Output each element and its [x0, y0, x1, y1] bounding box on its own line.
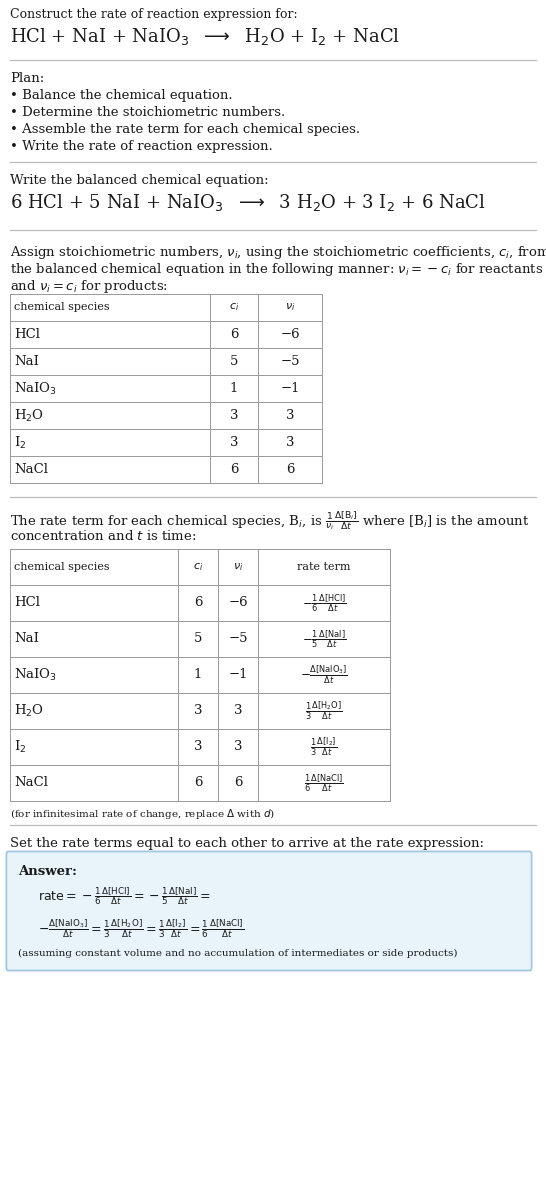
Text: −5: −5	[228, 632, 248, 645]
Text: chemical species: chemical species	[14, 562, 110, 572]
Text: 6: 6	[194, 777, 202, 790]
Text: $c_i$: $c_i$	[229, 301, 239, 313]
Text: Answer:: Answer:	[18, 865, 77, 878]
Text: NaCl: NaCl	[14, 777, 48, 790]
Text: −6: −6	[228, 597, 248, 610]
Text: 5: 5	[194, 632, 202, 645]
Text: $-\frac{1}{5}\frac{\Delta[\mathrm{NaI}]}{\Delta t}$: $-\frac{1}{5}\frac{\Delta[\mathrm{NaI}]}…	[302, 629, 346, 650]
Text: chemical species: chemical species	[14, 302, 110, 312]
Text: (assuming constant volume and no accumulation of intermediates or side products): (assuming constant volume and no accumul…	[18, 949, 458, 958]
Text: 6: 6	[230, 463, 238, 476]
Text: NaI: NaI	[14, 355, 39, 368]
Text: 5: 5	[230, 355, 238, 368]
Text: and $\nu_i = c_i$ for products:: and $\nu_i = c_i$ for products:	[10, 278, 168, 295]
Text: 3: 3	[234, 740, 242, 753]
Text: NaIO$_3$: NaIO$_3$	[14, 381, 57, 396]
Text: 6 HCl + 5 NaI + NaIO$_3$  $\longrightarrow$  3 H$_2$O + 3 I$_2$ + 6 NaCl: 6 HCl + 5 NaI + NaIO$_3$ $\longrightarro…	[10, 192, 486, 213]
Text: Construct the rate of reaction expression for:: Construct the rate of reaction expressio…	[10, 8, 298, 21]
Text: Plan:: Plan:	[10, 72, 44, 85]
Text: HCl + NaI + NaIO$_3$  $\longrightarrow$  H$_2$O + I$_2$ + NaCl: HCl + NaI + NaIO$_3$ $\longrightarrow$ H…	[10, 26, 400, 47]
Text: Set the rate terms equal to each other to arrive at the rate expression:: Set the rate terms equal to each other t…	[10, 837, 484, 850]
Text: 3: 3	[230, 436, 238, 449]
Text: 3: 3	[234, 704, 242, 718]
Text: 6: 6	[194, 597, 202, 610]
Text: $\frac{1}{3}\frac{\Delta[\mathrm{I_2}]}{\Delta t}$: $\frac{1}{3}\frac{\Delta[\mathrm{I_2}]}{…	[311, 735, 337, 758]
Text: 6: 6	[286, 463, 294, 476]
Text: −1: −1	[280, 382, 300, 395]
Text: 1: 1	[194, 669, 202, 682]
Text: $\nu_i$: $\nu_i$	[233, 561, 243, 573]
Text: Assign stoichiometric numbers, $\nu_i$, using the stoichiometric coefficients, $: Assign stoichiometric numbers, $\nu_i$, …	[10, 244, 546, 261]
Text: NaI: NaI	[14, 632, 39, 645]
Text: 3: 3	[194, 704, 202, 718]
Text: −1: −1	[228, 669, 248, 682]
Text: (for infinitesimal rate of change, replace $\Delta$ with $d$): (for infinitesimal rate of change, repla…	[10, 806, 275, 821]
Text: Write the balanced chemical equation:: Write the balanced chemical equation:	[10, 174, 269, 187]
Text: • Write the rate of reaction expression.: • Write the rate of reaction expression.	[10, 140, 273, 153]
Text: HCl: HCl	[14, 329, 40, 342]
Text: 3: 3	[230, 409, 238, 422]
Text: • Determine the stoichiometric numbers.: • Determine the stoichiometric numbers.	[10, 106, 285, 119]
Text: −6: −6	[280, 329, 300, 342]
Text: rate term: rate term	[297, 562, 351, 572]
Text: H$_2$O: H$_2$O	[14, 703, 44, 719]
Text: H$_2$O: H$_2$O	[14, 408, 44, 423]
Text: HCl: HCl	[14, 597, 40, 610]
Text: NaCl: NaCl	[14, 463, 48, 476]
Text: The rate term for each chemical species, B$_i$, is $\frac{1}{\nu_i}\frac{\Delta[: The rate term for each chemical species,…	[10, 509, 530, 533]
Text: $-\frac{\Delta[\mathrm{NaIO}_3]}{\Delta t}$: $-\frac{\Delta[\mathrm{NaIO}_3]}{\Delta …	[300, 664, 348, 687]
Text: 3: 3	[286, 409, 294, 422]
Text: $\nu_i$: $\nu_i$	[285, 301, 295, 313]
Text: 1: 1	[230, 382, 238, 395]
Text: $-\frac{1}{6}\frac{\Delta[\mathrm{HCl}]}{\Delta t}$: $-\frac{1}{6}\frac{\Delta[\mathrm{HCl}]}…	[301, 592, 346, 614]
Text: • Assemble the rate term for each chemical species.: • Assemble the rate term for each chemic…	[10, 123, 360, 136]
Text: I$_2$: I$_2$	[14, 739, 26, 755]
Text: $\frac{1}{3}\frac{\Delta[\mathrm{H_2O}]}{\Delta t}$: $\frac{1}{3}\frac{\Delta[\mathrm{H_2O}]}…	[305, 700, 343, 722]
Text: the balanced chemical equation in the following manner: $\nu_i = -c_i$ for react: the balanced chemical equation in the fo…	[10, 261, 543, 278]
Text: • Balance the chemical equation.: • Balance the chemical equation.	[10, 89, 233, 102]
Text: $c_i$: $c_i$	[193, 561, 203, 573]
Text: 6: 6	[230, 329, 238, 342]
Text: 3: 3	[194, 740, 202, 753]
Text: 6: 6	[234, 777, 242, 790]
Text: concentration and $t$ is time:: concentration and $t$ is time:	[10, 529, 197, 543]
Text: 3: 3	[286, 436, 294, 449]
Text: $-\frac{\Delta[\mathrm{NaIO}_3]}{\Delta t} = \frac{1}{3}\frac{\Delta[\mathrm{H_2: $-\frac{\Delta[\mathrm{NaIO}_3]}{\Delta …	[38, 917, 245, 939]
Text: NaIO$_3$: NaIO$_3$	[14, 667, 57, 683]
Text: I$_2$: I$_2$	[14, 434, 26, 451]
Text: $\mathrm{rate} = -\frac{1}{6}\frac{\Delta[\mathrm{HCl}]}{\Delta t} = -\frac{1}{5: $\mathrm{rate} = -\frac{1}{6}\frac{\Delt…	[38, 885, 211, 907]
Text: $\frac{1}{6}\frac{\Delta[\mathrm{NaCl}]}{\Delta t}$: $\frac{1}{6}\frac{\Delta[\mathrm{NaCl}]}…	[304, 772, 344, 793]
Text: −5: −5	[280, 355, 300, 368]
